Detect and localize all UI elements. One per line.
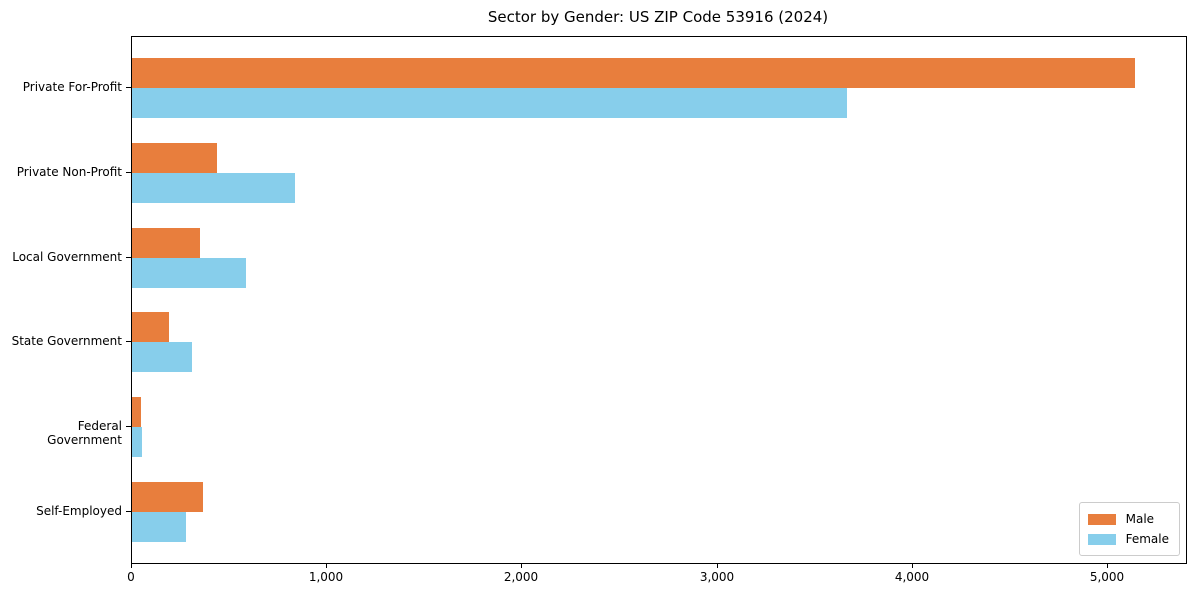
bar-female-5 xyxy=(132,427,142,457)
y-tick-mark xyxy=(126,426,131,428)
legend-label-female: Female xyxy=(1125,532,1169,546)
x-tick-label: 3,000 xyxy=(699,570,735,584)
category-label: State Government xyxy=(11,334,122,348)
x-tick-mark xyxy=(717,563,719,568)
x-tick-mark xyxy=(912,563,914,568)
bar-male-4 xyxy=(132,312,169,342)
x-tick-label: 1,000 xyxy=(308,570,344,584)
bar-female-3 xyxy=(132,258,246,288)
category-label: Local Government xyxy=(12,250,122,264)
legend-swatch-female xyxy=(1087,533,1116,545)
y-tick-mark xyxy=(126,341,131,343)
bar-male-3 xyxy=(132,228,200,258)
y-tick-mark xyxy=(126,257,131,259)
y-tick-mark xyxy=(126,511,131,513)
x-tick-mark xyxy=(521,563,523,568)
x-tick-label: 2,000 xyxy=(503,570,539,584)
bar-female-1 xyxy=(132,88,847,118)
category-label: Private For-Profit xyxy=(22,80,122,94)
legend: Male Female xyxy=(1078,502,1180,556)
y-tick-mark xyxy=(126,172,131,174)
legend-swatch-male xyxy=(1087,513,1116,525)
x-tick-mark xyxy=(326,563,328,568)
bar-male-2 xyxy=(132,143,217,173)
category-label: Self-Employed xyxy=(36,504,122,518)
y-tick-mark xyxy=(126,87,131,89)
x-tick-mark xyxy=(131,563,133,568)
legend-item-male: Male xyxy=(1087,509,1169,529)
x-tick-label: 0 xyxy=(127,570,135,584)
bar-female-2 xyxy=(132,173,295,203)
bar-male-6 xyxy=(132,482,203,512)
bar-female-4 xyxy=(132,342,192,372)
x-tick-label: 5,000 xyxy=(1089,570,1125,584)
chart-title: Sector by Gender: US ZIP Code 53916 (202… xyxy=(487,8,829,26)
plot-area: Male Female xyxy=(131,36,1187,564)
x-tick-label: 4,000 xyxy=(894,570,930,584)
x-tick-mark xyxy=(1107,563,1109,568)
category-label: Private Non-Profit xyxy=(16,165,122,179)
bar-female-6 xyxy=(132,512,186,542)
legend-label-male: Male xyxy=(1125,512,1155,526)
bar-male-5 xyxy=(132,397,141,427)
legend-item-female: Female xyxy=(1087,529,1169,549)
bar-male-1 xyxy=(132,58,1135,88)
category-label: Federal Government xyxy=(47,419,122,447)
